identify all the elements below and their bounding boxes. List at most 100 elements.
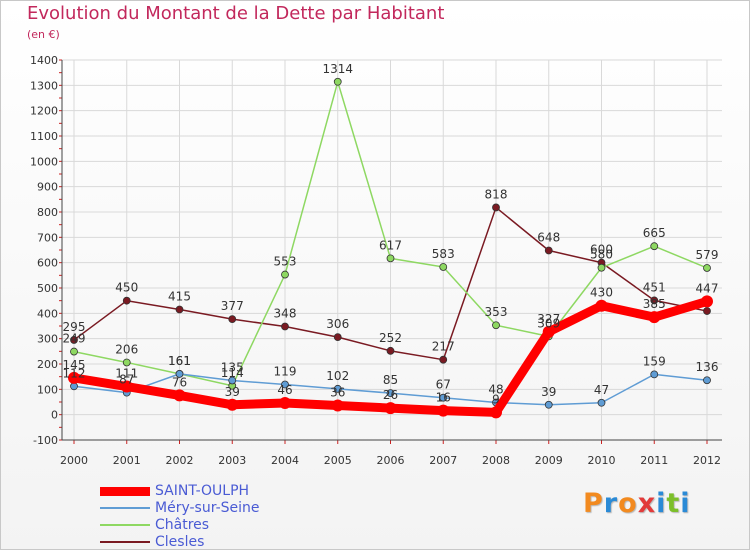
data-label-saint-oulph: 327 [537,312,560,326]
y-tick-label: 300 [37,333,58,346]
legend-label: SAINT-OULPH [155,483,250,499]
data-point-ch-tres [122,358,131,367]
y-tick-label: 0 [51,409,58,422]
data-point-saint-oulph [701,295,713,308]
data-label-m-ry-sur-seine: 119 [274,365,297,379]
data-label-m-ry-sur-seine: 48 [488,383,503,397]
data-label-m-ry-sur-seine: 159 [643,354,666,368]
data-label-saint-oulph: 9 [492,392,500,406]
x-tick-label: 2007 [429,454,457,467]
data-label-ch-tres: 206 [115,342,138,356]
y-tick-label: 1300 [30,79,58,92]
data-label-saint-oulph: 76 [172,375,187,389]
data-point-clesles [650,296,659,305]
y-tick-label: 100 [37,383,58,396]
data-label-layer: 295 450 415 377 348 306 252 217 818 648 600 451 249 2… [63,62,719,407]
data-point-ch-tres [492,321,500,330]
data-label-ch-tres: 553 [274,255,297,269]
data-label-saint-oulph: 46 [277,383,292,397]
data-point-m-ry-sur-seine [386,389,395,398]
data-point-clesles [281,322,289,331]
y-tick-label: 700 [37,231,58,244]
y-tick-label: 800 [37,206,58,219]
data-label-m-ry-sur-seine: 67 [436,378,451,392]
data-point-ch-tres [281,270,289,279]
data-point-m-ry-sur-seine [228,376,237,385]
logo-letter: t [666,488,681,519]
data-label-clesles: 306 [326,317,349,331]
y-tick-label: 1100 [30,130,58,143]
proxiti-logo: Proxiti [583,488,691,519]
data-point-m-ry-sur-seine [703,376,711,385]
data-point-saint-oulph [331,399,344,412]
data-label-clesles: 818 [485,187,508,201]
data-label-m-ry-sur-seine: 136 [696,360,719,374]
legend-swatch [100,507,150,509]
data-label-clesles: 648 [537,231,560,245]
data-label-ch-tres: 665 [643,226,666,240]
data-point-m-ry-sur-seine [175,369,184,378]
data-label-saint-oulph: 430 [590,286,613,300]
data-label-saint-oulph: 36 [330,386,345,400]
data-label-clesles: 295 [63,320,86,334]
data-label-clesles: 217 [432,340,455,354]
series-layer [68,77,713,419]
data-point-saint-oulph [68,371,80,384]
data-label-m-ry-sur-seine: 135 [221,360,244,374]
data-point-clesles [175,305,184,314]
data-point-clesles [544,246,553,255]
chart-title: Evolution du Montant de la Dette par Hab… [27,3,445,24]
legend-swatch [100,524,150,526]
data-label-clesles: 348 [274,307,297,321]
data-point-saint-oulph [173,389,186,402]
data-point-saint-oulph [120,380,133,393]
data-point-ch-tres [439,263,448,271]
legend-label: Méry-sur-Seine [155,500,260,516]
x-tick-label: 2010 [588,454,616,467]
data-label-ch-tres: 1314 [322,62,353,76]
data-label-clesles: 600 [590,243,613,257]
data-label-saint-oulph: 16 [436,391,451,405]
data-label-m-ry-sur-seine: 161 [168,354,191,368]
x-tick-label: 2005 [324,454,352,467]
y-tick-label: 500 [37,282,58,295]
data-point-ch-tres [333,77,342,86]
data-label-clesles: 252 [379,331,402,345]
data-label-clesles: 415 [168,290,191,304]
data-label-m-ry-sur-seine: 47 [594,383,609,397]
logo-letter: i [680,488,691,519]
data-point-clesles [492,203,500,212]
data-label-clesles: 450 [115,281,138,295]
data-label-saint-oulph: 385 [643,297,666,311]
data-label-ch-tres: 249 [63,332,86,346]
data-point-ch-tres [703,264,711,272]
data-label-ch-tres: 353 [485,305,508,319]
data-label-ch-tres: 114 [221,366,244,380]
data-point-saint-oulph [490,406,502,419]
data-point-ch-tres [70,347,78,356]
y-tick-label: -100 [33,434,58,447]
data-point-clesles [333,333,342,342]
data-point-saint-oulph [226,398,239,411]
data-label-clesles: 377 [221,299,244,313]
x-tick-label: 2012 [693,454,721,467]
y-tick-label: 600 [37,257,58,270]
data-point-clesles [70,336,78,344]
x-tick-label: 2000 [60,454,88,467]
data-point-m-ry-sur-seine [650,370,659,379]
data-label-saint-oulph: 26 [383,388,398,402]
y-tick-label: 1000 [30,155,58,168]
data-point-saint-oulph [384,402,397,415]
data-point-clesles [122,296,131,305]
y-tick-label: 1200 [30,105,58,118]
data-point-ch-tres [597,263,606,272]
data-point-saint-oulph [595,299,608,312]
chart-subtitle: (en €) [27,28,60,41]
data-point-ch-tres [650,242,659,251]
y-tick-label: 1400 [30,54,58,67]
data-point-saint-oulph [542,325,555,338]
data-label-ch-tres: 580 [590,248,613,262]
data-point-m-ry-sur-seine [281,380,289,389]
data-point-m-ry-sur-seine [439,393,448,402]
data-point-ch-tres [386,254,395,263]
